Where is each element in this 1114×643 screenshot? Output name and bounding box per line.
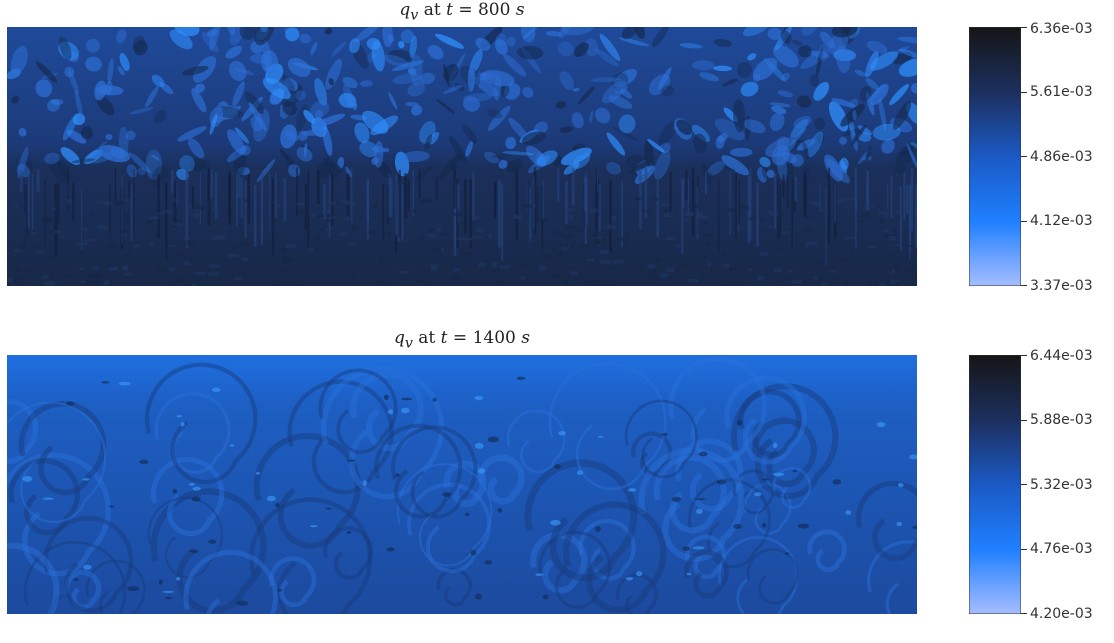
colorbar-tick-label: 6.44e-03 bbox=[1030, 348, 1093, 364]
colorbar-tick-label: 4.20e-03 bbox=[1030, 606, 1093, 622]
colorbar-800 bbox=[969, 27, 1021, 286]
colorbar-gradient bbox=[969, 355, 1021, 614]
colorbar-tick-label: 4.86e-03 bbox=[1030, 149, 1093, 165]
plot-title-800: qv at t = 800 s bbox=[7, 0, 917, 23]
colorbar-1400 bbox=[969, 355, 1021, 614]
panel-1400s: qv at t = 1400 s 6.44e-03 5.88e-03 5.32e… bbox=[0, 328, 1114, 643]
qv-field-1400 bbox=[7, 355, 917, 614]
plot-title-1400: qv at t = 1400 s bbox=[7, 328, 917, 351]
colorbar-tick-label: 6.36e-03 bbox=[1030, 21, 1093, 37]
colorbar-tick-label: 5.61e-03 bbox=[1030, 84, 1093, 100]
qv-field-800 bbox=[7, 27, 917, 286]
colorbar-tick-label: 5.32e-03 bbox=[1030, 477, 1093, 493]
colorbar-tick-label: 4.76e-03 bbox=[1030, 541, 1093, 557]
colorbar-tick-label: 5.88e-03 bbox=[1030, 412, 1093, 428]
colorbar-gradient bbox=[969, 27, 1021, 286]
colorbar-tick-label: 3.37e-03 bbox=[1030, 278, 1093, 294]
colorbar-tick-label: 4.12e-03 bbox=[1030, 213, 1093, 229]
panel-800s: qv at t = 800 s 6.36e-03 5.61e-03 4.86e-… bbox=[0, 0, 1114, 315]
